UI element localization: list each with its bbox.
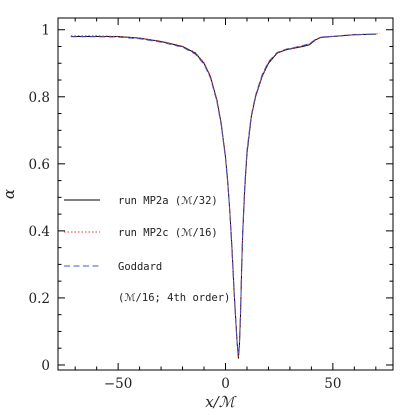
y-tick-label: 0.2 xyxy=(29,291,50,307)
x-tick-label: 0 xyxy=(221,376,230,392)
y-tick-label: 0.6 xyxy=(29,157,50,173)
legend: run MP2a (ℳ/32) run MP2c (ℳ/16) Goddard (ℳ/… xyxy=(64,195,230,304)
y-tick-label: 0 xyxy=(41,358,50,374)
series-line-1 xyxy=(70,33,376,359)
plot-frame xyxy=(57,17,394,371)
legend-note: (ℳ/16; 4th order) xyxy=(118,292,230,304)
y-axis-title: α xyxy=(0,189,18,199)
legend-label-2: run MP2c (ℳ/16) xyxy=(118,227,218,239)
x-axis-title: x/ℳ xyxy=(205,393,237,411)
y-tick-label: 0.4 xyxy=(29,224,50,240)
x-tick-label: −50 xyxy=(104,376,133,392)
legend-label-1: run MP2a (ℳ/32) xyxy=(118,195,218,207)
y-tick-label: 0.8 xyxy=(29,90,50,106)
y-tick-label: 1 xyxy=(41,23,50,39)
series-line-3 xyxy=(70,33,376,356)
legend-label-3: Goddard xyxy=(118,261,162,273)
series-layer xyxy=(70,33,381,359)
ticks: −50 0 50 0 0.2 0.4 0.6 0.8 1 xyxy=(29,18,393,392)
x-tick-label: 50 xyxy=(324,376,341,392)
